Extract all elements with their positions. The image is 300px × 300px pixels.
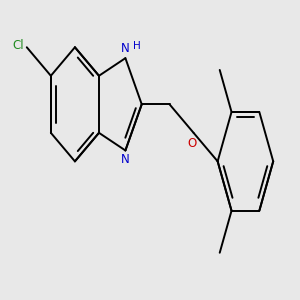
Text: Cl: Cl: [12, 39, 24, 52]
Text: H: H: [133, 41, 141, 51]
Text: O: O: [188, 137, 197, 150]
Text: N: N: [121, 42, 130, 55]
Text: N: N: [121, 153, 130, 167]
